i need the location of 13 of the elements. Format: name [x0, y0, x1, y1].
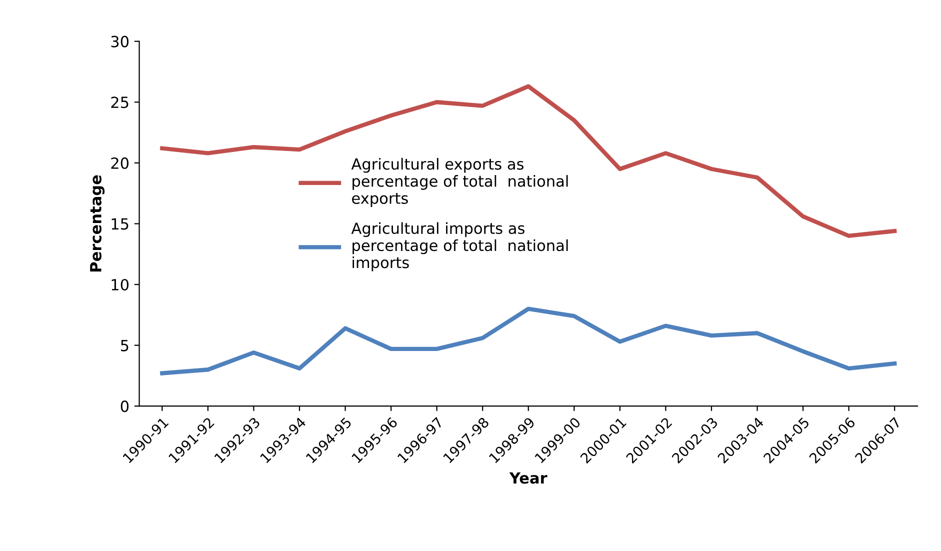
y-tick-label: 10: [112, 278, 129, 291]
line-series: [160, 306, 897, 376]
y-tick-label: 15: [112, 218, 128, 230]
legend-label: Agricultural exports as percentage of total national exports: [351, 158, 568, 207]
y-tick-label: 30: [111, 36, 129, 48]
line-series: [160, 84, 897, 238]
legend-label: Agricultural imports as percentage of total national imports: [351, 222, 568, 272]
y-tick-label: 20: [111, 157, 129, 169]
y-tick-label: 0: [120, 400, 129, 412]
y-tick-label: 5: [121, 340, 128, 352]
y-tick-label: 25: [111, 96, 128, 108]
x-axis-title: Year: [509, 472, 548, 484]
y-axis-title: Percentage: [90, 175, 105, 272]
